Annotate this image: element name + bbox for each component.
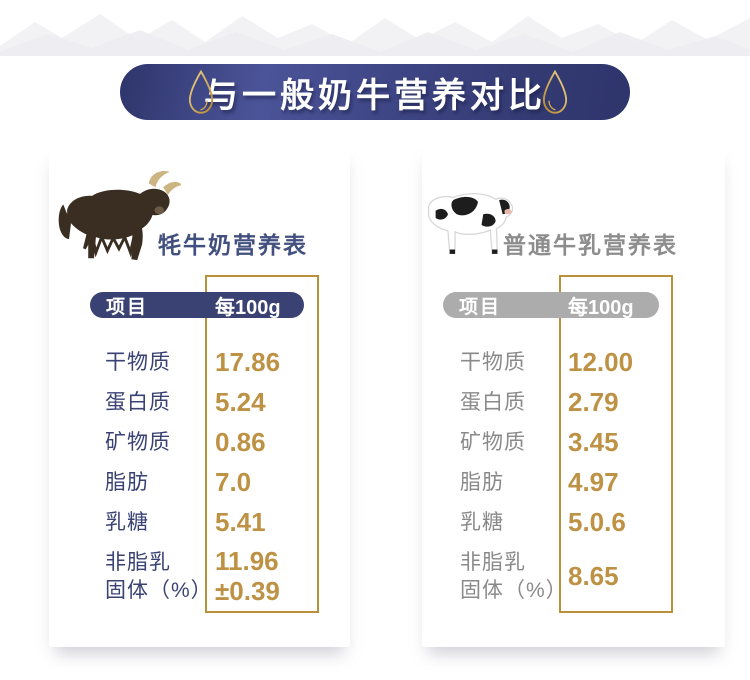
row-value: 3.45 — [568, 427, 619, 458]
row-label: 矿物质 — [105, 430, 171, 454]
cow-image — [427, 193, 514, 254]
row-label: 矿物质 — [460, 430, 526, 454]
cow-values-frame — [559, 275, 673, 613]
row-value: 7.0 — [215, 467, 252, 498]
mountain-watermark — [0, 14, 750, 56]
yak-table-title: 牦牛奶营养表 — [158, 232, 308, 258]
row-value: 8.65 — [568, 561, 619, 592]
row-value: 17.86 — [215, 347, 281, 378]
table-row: 矿物质 0.86 — [105, 423, 317, 463]
yak-table-header: 项目 每100g — [90, 292, 304, 319]
cow-table-title: 普通牛乳营养表 — [503, 232, 678, 258]
row-label: 乳糖 — [105, 510, 149, 534]
row-label: 蛋白质 — [105, 390, 171, 414]
row-value: 4.97 — [568, 467, 619, 498]
item-column-header: 项目 — [459, 296, 502, 318]
water-drop-icon — [542, 69, 568, 114]
row-value: 2.79 — [568, 387, 619, 418]
water-drop-icon — [188, 69, 214, 114]
row-label: 干物质 — [105, 350, 171, 374]
table-row: 蛋白质 2.79 — [460, 383, 672, 423]
table-row: 蛋白质 5.24 — [105, 383, 317, 423]
row-label: 干物质 — [460, 350, 526, 374]
yak-values-frame — [205, 275, 319, 613]
table-row: 脂肪 7.0 — [105, 463, 317, 503]
row-label: 脂肪 — [105, 470, 149, 494]
row-label: 非脂乳 固体（%） — [460, 550, 568, 602]
title-banner: 与一般奶牛营养对比 — [120, 64, 630, 120]
table-row: 非脂乳 固体（%） 8.65 — [460, 545, 672, 609]
row-value: 12.00 — [568, 347, 634, 378]
row-label: 蛋白质 — [460, 390, 526, 414]
cow-table-header: 项目 每100g — [443, 292, 659, 319]
row-label: 非脂乳 固体（%） — [105, 550, 213, 602]
table-row: 矿物质 3.45 — [460, 423, 672, 463]
table-row: 乳糖 5.0.6 — [460, 503, 672, 543]
per-100g-column-header: 每100g — [215, 296, 281, 319]
row-value: 0.86 — [215, 427, 266, 458]
row-label: 脂肪 — [460, 470, 504, 494]
table-row: 非脂乳 固体（%） 11.96 ±0.39 — [105, 545, 317, 609]
row-label: 乳糖 — [460, 510, 504, 534]
row-value: 11.96 ±0.39 — [215, 546, 280, 606]
table-row: 干物质 17.86 — [105, 343, 317, 383]
page-title: 与一般奶牛营养对比 — [204, 76, 546, 115]
table-row: 脂肪 4.97 — [460, 463, 672, 503]
table-row: 干物质 12.00 — [460, 343, 672, 383]
item-column-header: 项目 — [106, 296, 149, 318]
yak-image — [58, 171, 181, 261]
table-row: 乳糖 5.41 — [105, 503, 317, 543]
row-value: 5.24 — [215, 387, 266, 418]
row-value: 5.41 — [215, 507, 266, 538]
row-value: 5.0.6 — [568, 507, 626, 538]
per-100g-column-header: 每100g — [568, 296, 634, 319]
